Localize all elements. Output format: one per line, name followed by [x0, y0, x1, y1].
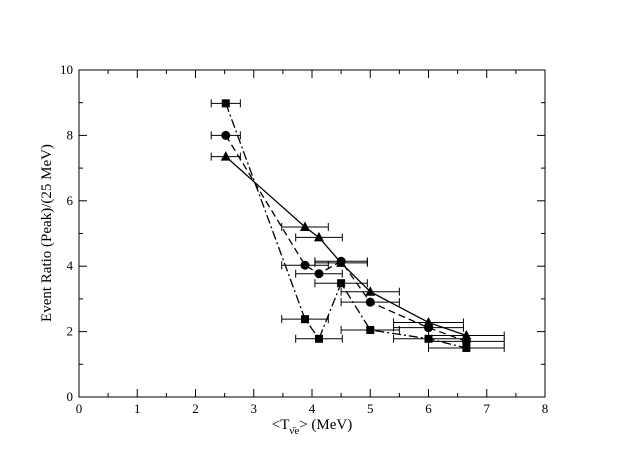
series-triangle [210, 151, 505, 340]
square-marker [221, 99, 230, 108]
y-tick-label: 6 [67, 193, 74, 208]
series-line-dashed [225, 135, 467, 343]
series-line-solid [225, 156, 467, 337]
circle-marker [336, 256, 346, 266]
circle-marker [300, 260, 310, 270]
triangle-marker [300, 221, 311, 231]
x-tick-label: 3 [251, 401, 258, 416]
x-tick-label: 1 [134, 401, 141, 416]
x-axis-title-subscript: ν̄e [289, 425, 299, 437]
circle-marker [314, 269, 324, 279]
triangle-marker [220, 151, 231, 161]
square-marker [314, 334, 323, 343]
y-tick-label: 0 [67, 389, 74, 404]
square-marker [301, 315, 310, 324]
series-line-dashdot [225, 103, 467, 349]
y-tick-label: 2 [67, 324, 74, 339]
series-circle [210, 130, 505, 346]
y-tick-labels: 0 2 4 6 8 10 [60, 62, 74, 404]
y-tick-label: 10 [60, 62, 73, 77]
circle-marker [221, 130, 231, 140]
triangle-marker [365, 286, 376, 296]
y-tick-label: 4 [67, 258, 74, 273]
square-marker [462, 343, 471, 352]
series-layer [210, 99, 505, 352]
axis-ticks [78, 69, 546, 398]
triangle-marker [313, 231, 324, 242]
x-axis-title-suffix: > (MeV) [299, 417, 352, 433]
series-square [210, 99, 505, 352]
y-axis-title: Event Ratio (Peak)/(25 MeV) [39, 144, 55, 322]
x-tick-label: 4 [309, 401, 316, 416]
square-marker [424, 334, 433, 343]
circle-marker [461, 336, 471, 346]
x-tick-label: 2 [192, 401, 199, 416]
circle-marker [424, 323, 433, 333]
x-axis-title: <Tν̄e> (MeV) [272, 417, 353, 437]
x-tick-label: 7 [484, 401, 491, 416]
circle-marker [365, 297, 375, 307]
x-tick-label: 8 [542, 401, 549, 416]
square-marker [337, 279, 346, 288]
x-axis-title-prefix: <T [272, 417, 290, 433]
square-marker [366, 325, 375, 334]
x-tick-label: 6 [425, 401, 432, 416]
x-tick-label: 5 [367, 401, 374, 416]
x-tick-labels: 0 1 2 3 4 5 6 7 8 [76, 401, 549, 416]
x-tick-label: 0 [76, 401, 83, 416]
y-tick-label: 8 [67, 127, 74, 142]
